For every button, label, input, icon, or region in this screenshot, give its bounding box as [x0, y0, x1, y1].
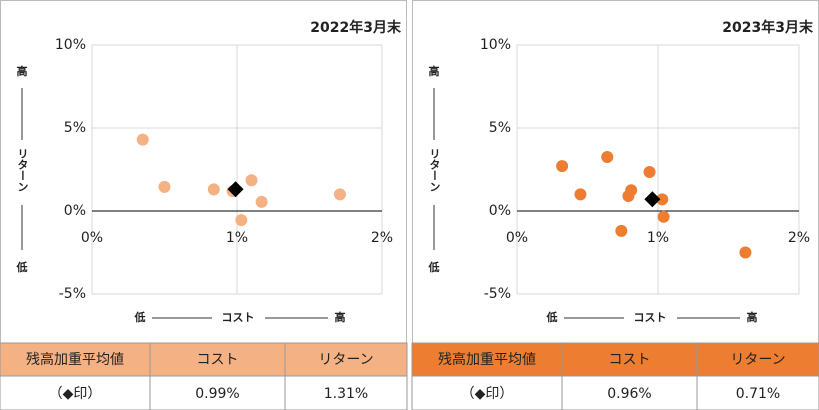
table-value: 0.71%: [736, 386, 780, 402]
point: [556, 160, 569, 173]
point: [207, 183, 220, 196]
table-value: （◆印）: [49, 386, 102, 402]
table-cell: [561, 375, 698, 410]
point: [656, 193, 669, 206]
x-label: コスト: [634, 311, 667, 324]
table-header: コスト: [609, 352, 651, 368]
x-label-high: 高: [335, 310, 346, 324]
y-tick-label: 0%: [64, 203, 86, 219]
y-label-high: 高: [17, 64, 28, 78]
point: [158, 180, 171, 193]
y-label-high: 高: [429, 64, 440, 78]
table-header-cell: [561, 342, 698, 377]
y-tick-label: 5%: [489, 120, 511, 136]
point: [574, 188, 587, 201]
point: [622, 190, 635, 203]
table-cell: [149, 375, 286, 410]
point: [245, 174, 258, 187]
table-header: リターン: [318, 352, 373, 368]
x-tick-label: 0%: [506, 230, 528, 246]
table-header-cell: [149, 342, 286, 377]
y-label: リターン: [428, 148, 441, 192]
x-label-high: 高: [747, 310, 758, 324]
average-marker: [227, 181, 244, 198]
table-cell: [696, 375, 819, 410]
x-tick-label: 2%: [788, 230, 810, 246]
table-header-cell: [284, 342, 408, 377]
point: [333, 188, 346, 201]
table-value: 1.31%: [324, 386, 368, 402]
table-header: リターン: [730, 352, 785, 368]
x-label: コスト: [222, 311, 255, 324]
table-header: コスト: [197, 352, 239, 368]
point: [601, 151, 614, 164]
table-cell: [411, 375, 563, 410]
point: [657, 210, 670, 223]
y-tick-label: 10%: [55, 37, 86, 53]
chart-title: 2023年3月末: [722, 19, 814, 36]
x-label-low: 低: [546, 310, 558, 324]
table-cell: [0, 375, 151, 410]
y-tick-label: -5%: [59, 286, 86, 302]
table-value: （◆印）: [461, 386, 514, 402]
table-header: 残高加重平均値: [438, 351, 536, 368]
point: [643, 165, 656, 178]
y-label: リターン: [16, 148, 29, 192]
point: [255, 195, 268, 208]
point: [615, 224, 628, 237]
table-cell: [284, 375, 408, 410]
table-value: 0.96%: [607, 386, 651, 402]
table-header-cell: [0, 342, 151, 377]
table-header-cell: [696, 342, 819, 377]
table-header: 残高加重平均値: [26, 351, 124, 368]
x-label-low: 低: [134, 310, 146, 324]
point: [136, 133, 149, 146]
y-label-low: 低: [428, 260, 440, 274]
average-marker: [644, 191, 661, 208]
x-tick-label: 2%: [371, 230, 393, 246]
x-tick-label: 1%: [226, 230, 248, 246]
point: [739, 246, 752, 259]
y-tick-label: -5%: [484, 286, 511, 302]
y-tick-label: 10%: [480, 37, 511, 53]
x-tick-label: 1%: [647, 230, 669, 246]
table-header-cell: [411, 342, 563, 377]
y-tick-label: 5%: [64, 120, 86, 136]
y-tick-label: 0%: [489, 203, 511, 219]
x-tick-label: 0%: [81, 230, 103, 246]
point: [235, 214, 248, 227]
y-label-low: 低: [16, 260, 28, 274]
table-value: 0.99%: [195, 386, 239, 402]
chart-title: 2022年3月末: [310, 19, 402, 36]
